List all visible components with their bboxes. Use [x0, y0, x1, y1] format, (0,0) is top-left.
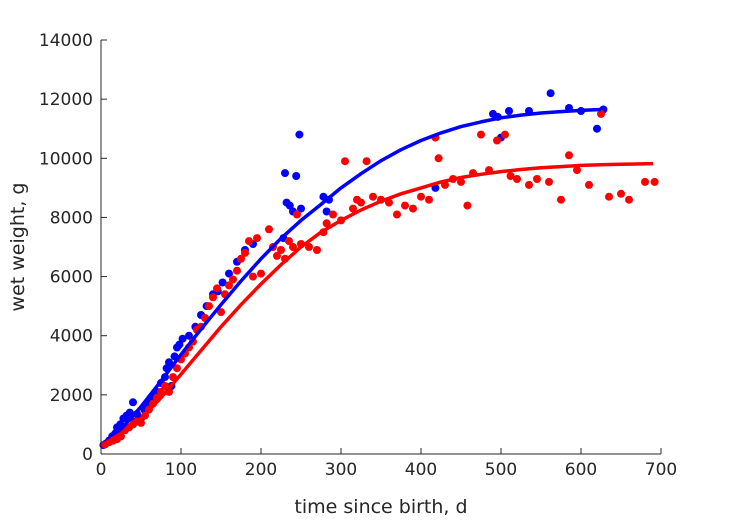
series-layer — [99, 89, 659, 450]
data-point — [533, 175, 541, 183]
data-point — [545, 177, 553, 186]
data-point — [249, 272, 257, 281]
data-point — [565, 151, 573, 160]
data-point — [401, 201, 409, 210]
data-point — [175, 340, 184, 349]
data-point — [457, 177, 465, 186]
data-point — [617, 189, 625, 198]
data-point — [477, 130, 485, 139]
data-point — [218, 278, 227, 287]
data-point — [265, 225, 273, 234]
data-point — [209, 293, 217, 302]
x-tick-label: 300 — [325, 460, 357, 480]
y-tick-label: 2000 — [50, 386, 93, 406]
data-point — [341, 157, 349, 166]
data-point — [253, 234, 261, 243]
data-point — [257, 269, 265, 278]
data-point — [501, 130, 509, 139]
data-point — [225, 281, 233, 290]
data-point — [173, 364, 181, 373]
fit-curve-line — [99, 107, 602, 448]
data-point — [297, 204, 305, 213]
data-point — [285, 237, 293, 246]
y-tick-label: 0 — [82, 445, 93, 465]
data-point — [546, 89, 555, 98]
data-point — [217, 308, 225, 317]
ticks-layer: 0 100 200 300 400 500 600 700 0 2000 4000 6000 8000 1… — [39, 31, 677, 480]
data-point — [185, 331, 193, 340]
x-tick-label: 500 — [485, 460, 517, 480]
data-point — [650, 177, 659, 186]
data-point — [434, 154, 443, 163]
data-point — [281, 169, 289, 178]
data-point — [641, 177, 649, 186]
data-point — [292, 172, 301, 180]
data-point — [205, 302, 213, 311]
data-point — [237, 254, 245, 263]
data-point — [513, 175, 521, 183]
data-point — [362, 157, 371, 166]
data-point — [322, 207, 331, 216]
data-point — [409, 204, 417, 213]
axes-layer — [100, 40, 661, 455]
x-tick-label: 100 — [165, 460, 197, 480]
data-point — [506, 172, 515, 180]
data-point — [425, 195, 433, 204]
x-tick-label: 400 — [405, 460, 437, 480]
data-point — [597, 109, 605, 118]
data-point — [165, 358, 173, 367]
data-point — [273, 251, 281, 260]
data-point — [161, 382, 169, 390]
data-point — [241, 248, 249, 257]
data-point — [213, 284, 221, 293]
data-point — [305, 243, 313, 251]
data-point — [393, 210, 401, 219]
y-tick-label: 10000 — [39, 149, 93, 169]
x-tick-label: 0 — [96, 460, 107, 480]
data-point — [229, 275, 237, 284]
data-point — [349, 204, 357, 213]
data-point — [357, 198, 365, 207]
y-tick-label: 6000 — [50, 268, 93, 288]
y-tick-label: 8000 — [50, 208, 93, 228]
data-point — [505, 107, 513, 115]
data-point — [625, 195, 633, 204]
y-tick-label: 4000 — [50, 327, 93, 347]
data-point — [178, 334, 187, 343]
data-point — [233, 266, 241, 275]
data-point — [322, 219, 331, 228]
fit-curve-line — [100, 161, 654, 448]
data-point — [417, 192, 425, 201]
data-point — [573, 166, 581, 175]
data-point — [129, 398, 137, 407]
data-point — [289, 243, 297, 251]
data-point — [525, 180, 533, 189]
x-tick-label: 600 — [565, 460, 597, 480]
data-point — [285, 201, 294, 210]
data-point — [313, 246, 321, 254]
x-tick-label: 700 — [645, 460, 677, 480]
y-tick-label: 12000 — [39, 90, 93, 110]
data-point — [605, 192, 613, 201]
data-point — [329, 210, 337, 219]
y-axis-title: wet weight, g — [7, 183, 29, 312]
data-point — [245, 237, 253, 246]
x-axis-title: time since birth, d — [294, 496, 467, 518]
data-point — [225, 269, 233, 278]
data-point — [557, 195, 565, 204]
data-point — [295, 130, 304, 139]
data-point — [369, 192, 377, 201]
data-point — [277, 246, 285, 254]
x-tick-label: 200 — [245, 460, 277, 480]
data-point — [585, 180, 593, 189]
data-point — [293, 210, 301, 219]
data-point — [493, 136, 501, 145]
y-tick-label: 14000 — [39, 31, 93, 51]
data-point — [593, 124, 601, 133]
data-point — [463, 201, 472, 210]
